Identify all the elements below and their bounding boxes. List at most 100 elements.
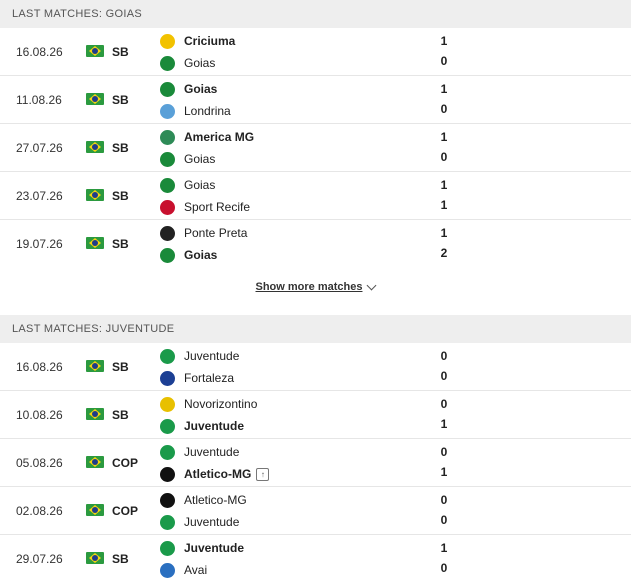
competition-label: SB [112,236,129,251]
show-more-button[interactable]: Show more matches [255,281,363,293]
match-row[interactable]: 19.07.26 SB Ponte Preta 1 Goias 2 [0,220,631,267]
matches-section: LAST MATCHES: JUVENTUDE 16.08.26 SB Juventu… [0,315,631,582]
team-name: Goias [184,248,218,262]
match-row[interactable]: 02.08.26 COP Atletico-MG 0 Juventude 0 [0,487,631,535]
flag-globe [92,363,98,369]
competition-label: SB [112,188,129,203]
brazil-flag-icon [86,189,104,201]
home-team: Goias [160,79,217,99]
away-team: Juventude [160,416,244,436]
competition-label: SB [112,551,129,566]
team-name: Novorizontino [184,397,258,411]
match-date: 16.08.26 [16,359,63,374]
away-score: 0 [440,369,448,383]
brazil-flag-icon [86,141,104,153]
advanced-arrow-icon: ↑ [256,467,270,481]
match-row[interactable]: 05.08.26 COP Juventude 0 Atletico-MG ↑ 1 [0,439,631,487]
goias-logo-icon [160,81,175,97]
flag-globe [92,411,98,417]
londrina-logo-icon [160,103,175,119]
home-team: America MG [160,127,254,147]
home-team: Ponte Preta [160,223,247,243]
match-date: 19.07.26 [16,236,63,251]
competition-label: COP [112,503,139,518]
team-name: Fortaleza [184,371,235,385]
competition-label: SB [112,359,129,374]
team-name: Londrina [184,104,231,118]
away-score: 2 [440,246,448,260]
section-header: LAST MATCHES: GOIAS [0,0,631,28]
team-name: America MG [184,130,255,144]
match-row[interactable]: 11.08.26 SB Goias 1 Londrina 0 [0,76,631,124]
away-team: Atletico-MG ↑ [160,464,270,484]
team-name: Avai [184,563,208,577]
novorizontino-logo-icon [160,396,175,412]
match-date: 02.08.26 [16,503,63,518]
away-score: 0 [440,561,448,575]
team-name: Juventude [184,515,240,529]
home-score: 1 [440,226,448,240]
home-team: Juventude [160,538,244,558]
brazil-flag-icon [86,360,104,372]
away-team: Avai [160,560,207,580]
flag-globe [92,555,98,561]
home-team: Novorizontino [160,394,257,414]
away-score: 0 [440,513,448,527]
match-row[interactable]: 29.07.26 SB Juventude 1 Avai 0 [0,535,631,582]
away-team: Goias [160,245,217,265]
match-row[interactable]: 23.07.26 SB Goias 1 Sport Recife 1 [0,172,631,220]
away-team: Fortaleza [160,368,234,388]
flag-globe [92,192,98,198]
away-score: 1 [440,198,448,212]
match-date: 23.07.26 [16,188,63,203]
match-row[interactable]: 10.08.26 SB Novorizontino 0 Juventude 1 [0,391,631,439]
match-row[interactable]: 16.08.26 SB Criciuma 1 Goias 0 [0,28,631,76]
away-team: Sport Recife [160,197,250,217]
fortaleza-logo-icon [160,370,175,386]
competition-label: SB [112,140,129,155]
team-name: Goias [184,56,216,70]
criciuma-logo-icon [160,33,175,49]
brazil-flag-icon [86,504,104,516]
goias-logo-icon [160,151,175,167]
flag-globe [92,48,98,54]
match-row[interactable]: 16.08.26 SB Juventude 0 Fortaleza 0 [0,343,631,391]
home-team: Atletico-MG [160,490,247,510]
match-date: 11.08.26 [16,92,62,107]
match-date: 05.08.26 [16,455,63,470]
show-more-row: Show more matches [0,267,631,307]
brazil-flag-icon [86,456,104,468]
section-gap [0,307,631,315]
team-name: Atletico-MG [184,467,252,481]
match-list: 16.08.26 SB Juventude 0 Fortaleza 0 10.08.26 SB… [0,343,631,582]
brazil-flag-icon [86,552,104,564]
atletico-mg-logo-icon [160,492,175,508]
team-name: Juventude [184,445,240,459]
away-team: Londrina [160,101,231,121]
brazil-flag-icon [86,45,104,57]
home-score: 1 [440,541,448,555]
juventude-logo-icon [160,444,175,460]
juventude-logo-icon [160,348,175,364]
match-row[interactable]: 27.07.26 SB America MG 1 Goias 0 [0,124,631,172]
team-name: Goias [184,82,218,96]
chevron-down-icon[interactable] [367,280,377,290]
away-score: 0 [440,150,448,164]
team-name: Juventude [184,349,240,363]
home-score: 0 [440,493,448,507]
juventude-logo-icon [160,540,175,556]
brazil-flag-icon [86,237,104,249]
team-name: Goias [184,178,216,192]
match-date: 27.07.26 [16,140,63,155]
flag-globe [92,507,98,513]
goias-logo-icon [160,55,175,71]
away-score: 1 [440,417,448,431]
competition-label: SB [112,92,129,107]
home-team: Goias [160,175,215,195]
home-score: 1 [440,82,448,96]
away-score: 0 [440,102,448,116]
flag-globe [92,144,98,150]
home-score: 1 [440,178,448,192]
away-score: 1 [440,465,448,479]
section-header: LAST MATCHES: JUVENTUDE [0,315,631,343]
